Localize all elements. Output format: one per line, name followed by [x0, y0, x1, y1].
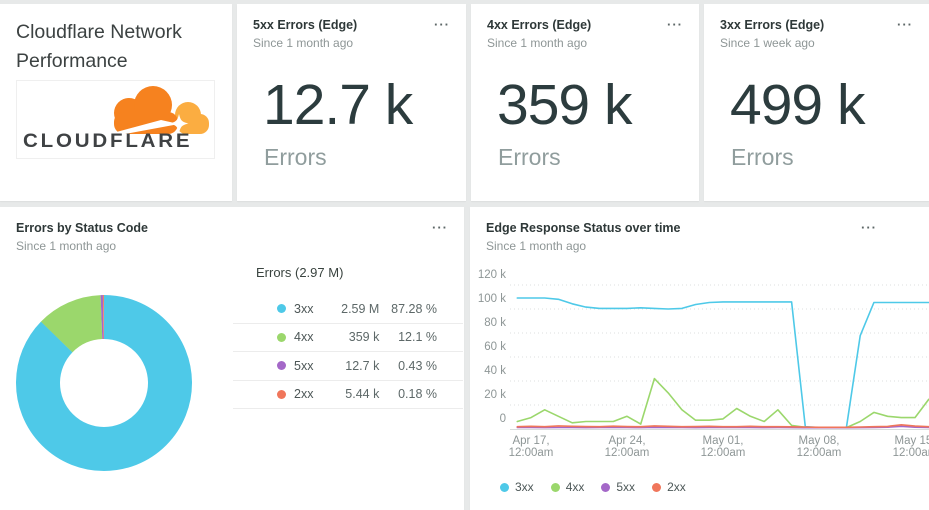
- kpi-unit-label: Errors: [498, 144, 561, 170]
- donut-legend-title: Errors (2.97 M): [256, 265, 344, 280]
- widget-timeframe: Since 1 month ago: [486, 239, 587, 253]
- series-dot-3xx: [500, 482, 509, 492]
- series-dot-4xx: [550, 482, 560, 492]
- legend-item-3xx[interactable]: 3xx: [500, 480, 534, 494]
- kpi-value: 499 k: [730, 73, 865, 137]
- dashboard-title-card: Cloudflare Network Performance CLOUDFLAR…: [0, 4, 232, 201]
- widget-timeframe: Since 1 month ago: [487, 36, 588, 50]
- series-label: 3xx: [515, 480, 534, 494]
- svg-text:20 k: 20 k: [484, 389, 506, 401]
- widget-title: Errors by Status Code: [16, 221, 148, 235]
- series-percent: 0.18 %: [398, 387, 437, 402]
- svg-text:Apr 24,: Apr 24,: [608, 435, 645, 447]
- svg-text:Apr 17,: Apr 17,: [512, 435, 549, 447]
- cloudflare-wordmark: CLOUDFLARE: [23, 131, 193, 152]
- widget-timeframe: Since 1 month ago: [16, 239, 117, 253]
- series-value: 5.44 k: [345, 387, 380, 402]
- widget-errors-by-status-code: Errors by Status Code Since 1 month ago …: [0, 207, 464, 510]
- kpi-unit-label: Errors: [264, 144, 327, 170]
- legend-row-4xx[interactable]: 4xx 359 k 12.1 %: [233, 324, 463, 352]
- widget-4xx-errors: 4xx Errors (Edge) Since 1 month ago ··· …: [471, 4, 699, 201]
- series-label: 4xx: [294, 330, 314, 345]
- series-dot-3xx: [277, 304, 286, 314]
- series-label: 4xx: [565, 480, 585, 494]
- svg-text:40 k: 40 k: [484, 365, 506, 377]
- svg-text:80 k: 80 k: [484, 317, 506, 329]
- series-dot-5xx: [601, 482, 611, 492]
- donut-legend-table: Errors (2.97 M) 3xx 2.59 M 87.28 % 4xx 3…: [233, 263, 463, 409]
- widget-menu-button[interactable]: ···: [667, 17, 683, 32]
- page-title: Cloudflare Network Performance: [16, 21, 182, 72]
- donut-chart[interactable]: [0, 295, 212, 487]
- legend-row-2xx[interactable]: 2xx 5.44 k 0.18 %: [233, 381, 463, 409]
- svg-text:120 k: 120 k: [478, 269, 506, 281]
- widget-title: 3xx Errors (Edge): [720, 18, 825, 32]
- svg-text:60 k: 60 k: [484, 341, 506, 353]
- svg-text:12:00am: 12:00am: [893, 447, 929, 459]
- widget-title: Edge Response Status over time: [486, 221, 681, 235]
- widget-3xx-errors: 3xx Errors (Edge) Since 1 week ago ··· 4…: [704, 4, 929, 201]
- series-value: 2.59 M: [341, 301, 380, 316]
- legend-item-5xx[interactable]: 5xx: [601, 480, 635, 494]
- cloudflare-cloud-icon: [101, 83, 211, 140]
- series-dot-2xx: [652, 482, 662, 492]
- widget-menu-button[interactable]: ···: [432, 220, 448, 235]
- series-percent: 87.28 %: [391, 301, 437, 316]
- series-dot-5xx: [277, 361, 286, 371]
- widget-timeframe: Since 1 month ago: [253, 36, 354, 50]
- widget-title: 4xx Errors (Edge): [487, 18, 592, 32]
- series-percent: 12.1 %: [398, 330, 437, 345]
- svg-text:May 01,: May 01,: [703, 435, 744, 447]
- timeseries-legend: 3xx 4xx 5xx 2xx: [500, 480, 686, 494]
- legend-item-2xx[interactable]: 2xx: [652, 480, 686, 494]
- widget-timeframe: Since 1 week ago: [720, 36, 815, 50]
- widget-menu-button[interactable]: ···: [434, 17, 450, 32]
- series-dot-2xx: [277, 389, 286, 399]
- series-label: 3xx: [294, 301, 314, 316]
- legend-row-5xx[interactable]: 5xx 12.7 k 0.43 %: [233, 352, 463, 381]
- series-dot-4xx: [277, 332, 286, 342]
- series-label: 5xx: [616, 480, 636, 494]
- svg-text:12:00am: 12:00am: [701, 447, 746, 459]
- svg-text:12:00am: 12:00am: [797, 447, 842, 459]
- series-label: 5xx: [294, 358, 314, 373]
- svg-text:100 k: 100 k: [478, 293, 506, 305]
- legend-item-4xx[interactable]: 4xx: [550, 480, 585, 494]
- series-percent: 0.43 %: [398, 358, 437, 373]
- svg-text:May 08,: May 08,: [799, 435, 840, 447]
- legend-row-3xx[interactable]: 3xx 2.59 M 87.28 %: [233, 295, 463, 324]
- series-label: 2xx: [294, 387, 314, 402]
- svg-text:May 15,: May 15,: [895, 435, 929, 447]
- kpi-value: 12.7 k: [263, 73, 413, 137]
- widget-menu-button[interactable]: ···: [897, 17, 913, 32]
- widget-edge-response-status: Edge Response Status over time Since 1 m…: [470, 207, 929, 510]
- series-value: 359 k: [348, 330, 380, 345]
- series-label: 2xx: [667, 480, 686, 494]
- svg-text:12:00am: 12:00am: [509, 447, 554, 459]
- kpi-value: 359 k: [497, 73, 632, 137]
- series-value: 12.7 k: [345, 358, 380, 373]
- widget-5xx-errors: 5xx Errors (Edge) Since 1 month ago ··· …: [237, 4, 466, 201]
- cloudflare-logo: CLOUDFLARE: [16, 80, 215, 159]
- svg-text:12:00am: 12:00am: [605, 447, 650, 459]
- widget-title: 5xx Errors (Edge): [253, 18, 358, 32]
- kpi-unit-label: Errors: [731, 144, 794, 170]
- svg-text:0: 0: [500, 413, 506, 425]
- widget-menu-button[interactable]: ···: [861, 220, 877, 235]
